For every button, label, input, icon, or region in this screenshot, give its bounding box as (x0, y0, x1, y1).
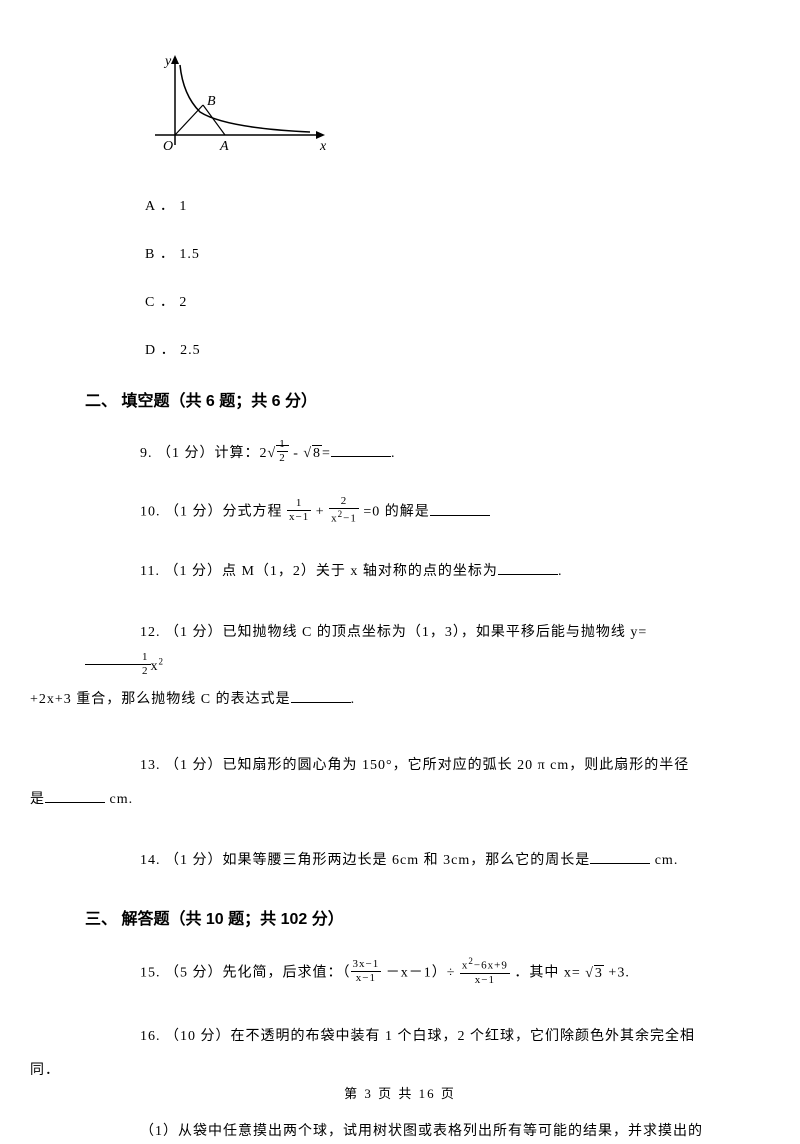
question-10: 10. （1 分）分式方程 1x−1 + 2x2−1 =0 的解是 (140, 498, 715, 527)
q11-blank (498, 561, 558, 575)
q15-suffix: ．其中 x= (510, 966, 585, 981)
question-9: 9. （1 分）计算：2√12 - √8=. (140, 441, 715, 466)
q12-prefix: 12. （1 分）已知抛物线 C 的顶点坐标为（1，3），如果平移后能与抛物线 … (140, 625, 647, 640)
q10-prefix: 10. （1 分）分式方程 (140, 505, 287, 520)
question-14: 14. （1 分）如果等腰三角形两边长是 6cm 和 3cm，那么它的周长是 c… (140, 848, 715, 873)
q9-prefix: 9. （1 分）计算： (140, 446, 260, 461)
q11-text: 11. （1 分）点 M（1，2）关于 x 轴对称的点的坐标为 (140, 564, 498, 579)
q10-plus: + (311, 505, 329, 520)
x-axis-label: x (319, 139, 327, 154)
page-footer: 第 3 页 共 16 页 (0, 1083, 800, 1102)
q13-prefix: 13. （1 分）已知扇形的圆心角为 150°，它所对应的弧长 20 π cm，… (140, 758, 689, 773)
option-a: A ． 1 (145, 195, 715, 215)
q12-blank (291, 689, 351, 703)
q13-line2-prefix: 是 (30, 792, 45, 807)
q10-suffix: =0 的解是 (359, 505, 430, 520)
option-c: C ． 2 (145, 291, 715, 311)
q12-period: . (351, 692, 356, 707)
y-axis-label: y (163, 54, 172, 69)
q14-blank (590, 850, 650, 864)
q14-prefix: 14. （1 分）如果等腰三角形两边长是 6cm 和 3cm，那么它的周长是 (140, 853, 590, 868)
q16-line2: 同． (30, 1063, 60, 1078)
q9-eq: = (322, 446, 331, 461)
q11-period: . (558, 564, 563, 579)
question-15: 15. （5 分）先化简，后求值：（3x−1x−1 －x－1）÷ x2−6x+9… (140, 959, 715, 988)
q9-period: . (391, 446, 396, 461)
option-b: B ． 1.5 (145, 243, 715, 263)
q15-mid: －x－1）÷ (381, 966, 460, 981)
q13-line2-suffix: cm. (105, 792, 133, 807)
option-d: D ． 2.5 (145, 339, 715, 359)
q9-blank (331, 443, 391, 457)
q15-end: +3. (604, 966, 630, 981)
question-12: 12. （1 分）已知抛物线 C 的顶点坐标为（1，3），如果平移后能与抛物线 … (85, 616, 715, 717)
q13-blank (45, 789, 105, 803)
question-13: 13. （1 分）已知扇形的圆心角为 150°，它所对应的弧长 20 π cm，… (85, 749, 715, 816)
q10-blank (430, 502, 490, 516)
question-16: 16. （10 分）在不透明的布袋中装有 1 个白球，2 个红球，它们除颜色外其… (85, 1020, 715, 1087)
origin-label: O (163, 139, 173, 154)
graph-figure: y x O A B (145, 50, 715, 170)
point-b-label: B (207, 94, 216, 109)
q14-suffix: cm. (650, 853, 678, 868)
q12-line2: +2x+3 重合，那么抛物线 C 的表达式是 (30, 692, 291, 707)
section-3-header: 三、 解答题（共 10 题；共 102 分） (85, 905, 715, 929)
q16-prefix: 16. （10 分）在不透明的布袋中装有 1 个白球，2 个红球，它们除颜色外其… (140, 1029, 695, 1044)
point-a-label: A (219, 139, 229, 154)
q15-prefix: 15. （5 分）先化简，后求值：（ (140, 966, 351, 981)
section-2-header: 二、 填空题（共 6 题；共 6 分） (85, 387, 715, 411)
question-11: 11. （1 分）点 M（1，2）关于 x 轴对称的点的坐标为. (140, 559, 715, 584)
